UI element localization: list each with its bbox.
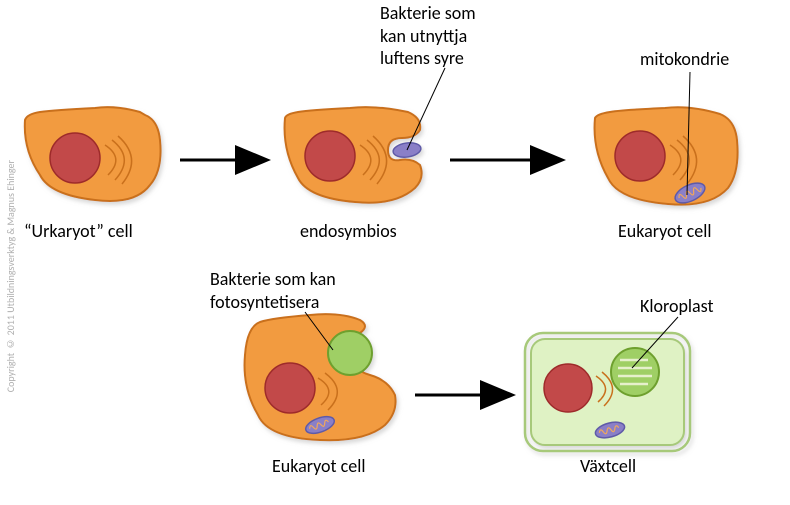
label-eukaryot-2: Eukaryot cell	[272, 455, 365, 478]
cell-vaxtcell	[525, 333, 690, 451]
label-mitokondrie: mitokondrie	[640, 48, 729, 71]
label-vaxtcell: Växtcell	[580, 455, 636, 478]
nucleus	[305, 131, 355, 181]
label-eukaryot: Eukaryot cell	[618, 220, 711, 243]
label-endosymbios: endosymbios	[300, 220, 397, 243]
copyright-text: Copyright © 2011 Utbildningsverktyg & Ma…	[4, 160, 17, 392]
nucleus	[615, 131, 665, 181]
cell-endosymbios	[285, 107, 422, 203]
nucleus	[544, 364, 592, 412]
label-bakterie-foto: Bakterie som kan fotosyntetisera	[210, 268, 336, 313]
nucleus	[50, 133, 100, 183]
diagram-stage: Bakterie som kan utnyttja luftens syre m…	[0, 0, 790, 505]
diagram-svg	[0, 0, 790, 505]
label-kloroplast: Kloroplast	[640, 295, 714, 318]
chloroplast	[611, 348, 659, 396]
label-bakterie-syre: Bakterie som kan utnyttja luftens syre	[380, 2, 476, 70]
cell-eukaryot	[595, 107, 738, 207]
cell-urkaryot	[25, 107, 161, 201]
nucleus	[265, 363, 315, 413]
pointer-bakterie	[407, 68, 445, 150]
bacteria-green	[328, 331, 372, 375]
label-urkaryot: “Urkaryot” cell	[24, 220, 133, 243]
